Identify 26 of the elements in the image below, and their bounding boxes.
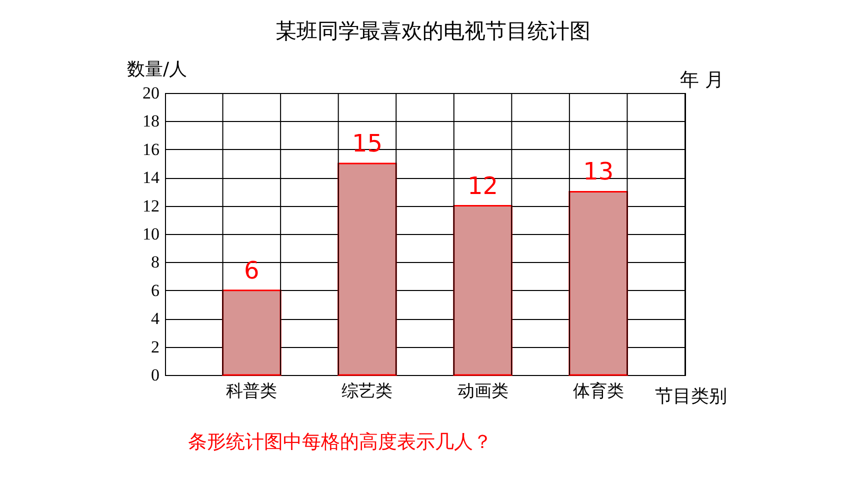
y-tick-label: 16 (142, 140, 160, 159)
y-tick-label: 2 (151, 337, 160, 356)
text: 年 月 (680, 69, 724, 91)
x-tick-label: 综艺类 (342, 382, 393, 402)
text: 条形统计图中每格的高度表示几人？ (188, 431, 492, 453)
bar (222, 290, 282, 376)
y-tick-label: 4 (151, 309, 160, 328)
y-tick-label: 10 (142, 224, 160, 244)
y-axis-title: 数量/人 (126, 59, 188, 80)
bar (453, 205, 512, 376)
data-label: 12 (468, 172, 498, 200)
y-tick-label: 12 (142, 196, 160, 216)
data-label: 6 (244, 256, 260, 284)
bar (568, 190, 628, 376)
x-axis-title: 节目类别 (655, 386, 727, 407)
y-tick-label: 14 (142, 168, 160, 188)
y-tick-label: 8 (151, 252, 160, 272)
y-tick-label: 20 (142, 84, 160, 102)
x-tick-label: 体育类 (572, 382, 624, 402)
y-tick-label: 6 (151, 280, 160, 300)
chart-title: 某班同学最喜欢的电视节目统计图 (276, 19, 590, 43)
bar (338, 162, 397, 376)
x-tick-label: 动画类 (457, 382, 508, 402)
y-tick-label: 18 (142, 112, 160, 131)
y-tick-label: 0 (151, 366, 160, 384)
x-tick-label: 科普类 (226, 382, 278, 402)
